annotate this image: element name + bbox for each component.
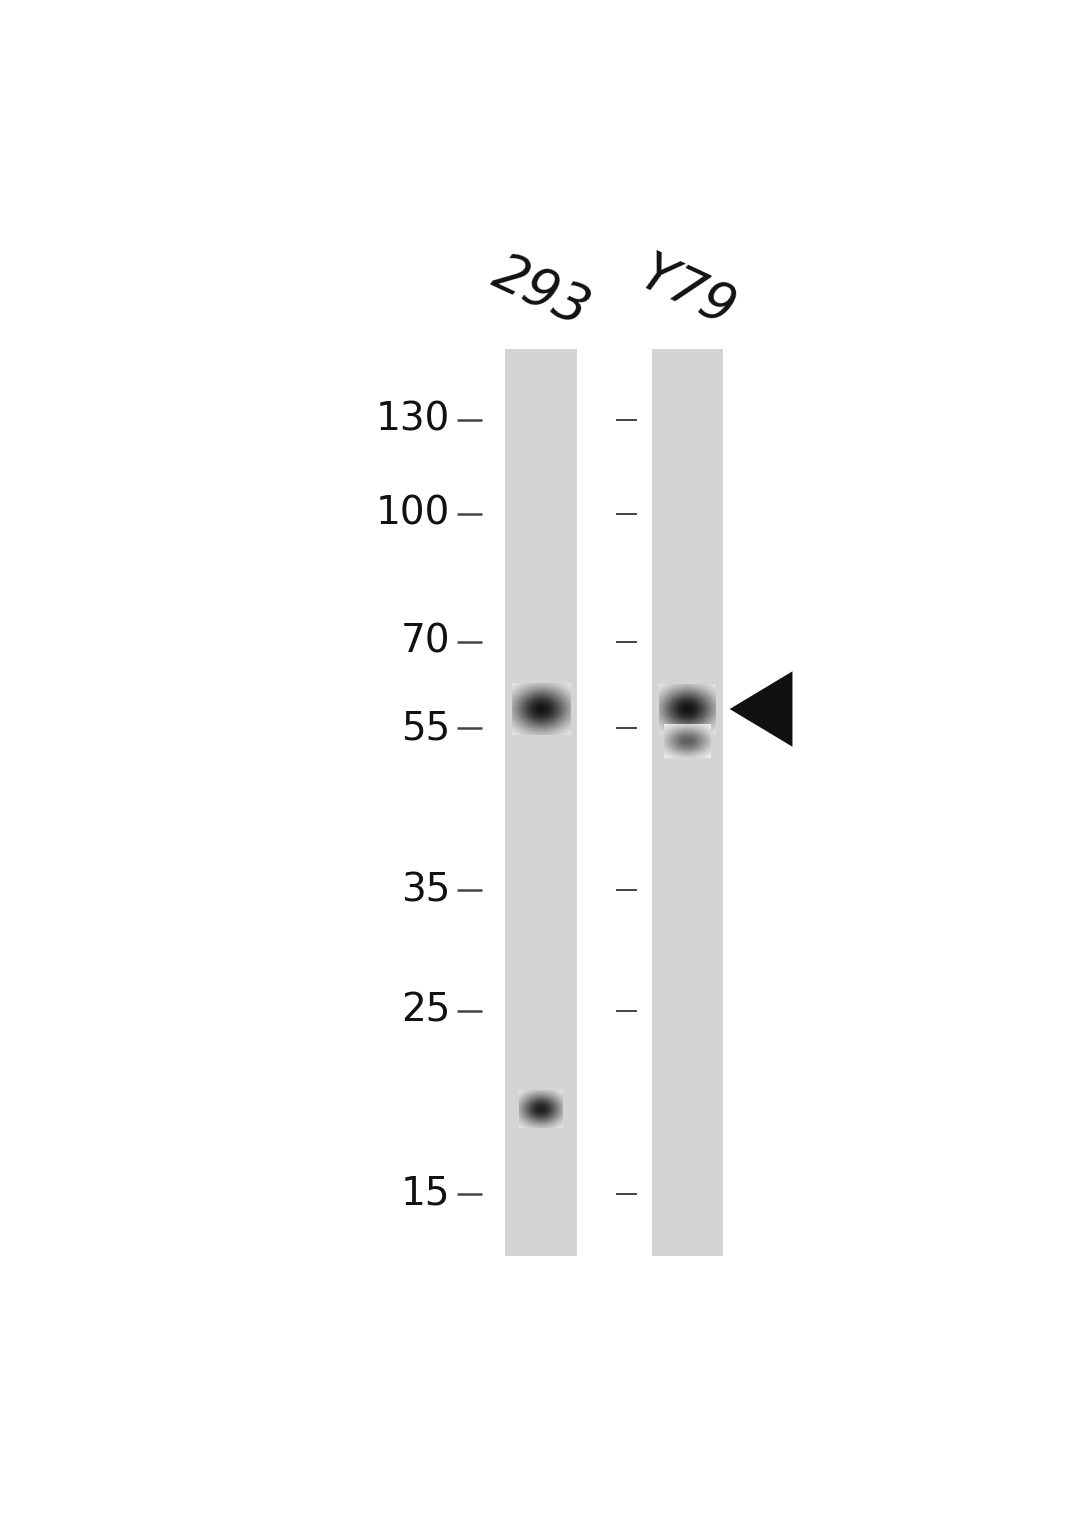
Text: 100: 100	[376, 495, 450, 533]
Polygon shape	[730, 671, 793, 747]
Text: 25: 25	[401, 992, 450, 1030]
Bar	[652, 349, 723, 1257]
Text: 55: 55	[402, 709, 450, 747]
Text: 15: 15	[401, 1174, 450, 1213]
Text: 35: 35	[401, 871, 450, 909]
Bar	[505, 349, 577, 1257]
Text: 293: 293	[485, 248, 597, 337]
Text: Y79: Y79	[632, 248, 743, 337]
Text: 70: 70	[401, 623, 450, 661]
Text: 130: 130	[376, 401, 450, 439]
